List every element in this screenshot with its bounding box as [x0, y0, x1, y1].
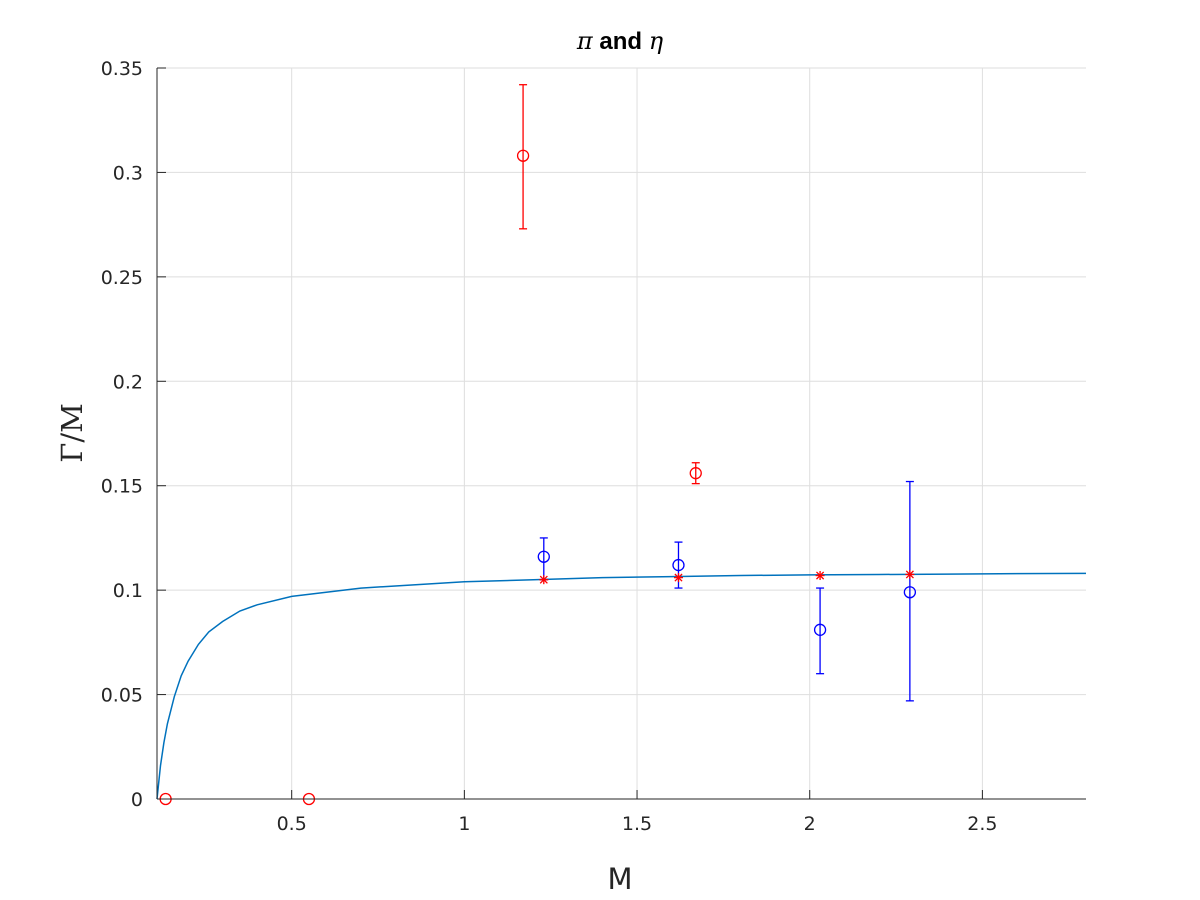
- data-point-circle: [903, 586, 917, 599]
- title-eta: η: [649, 27, 664, 55]
- grid: [157, 67, 1086, 800]
- error-bar: [691, 462, 700, 485]
- error-bar: [905, 480, 914, 702]
- data-point-circle: [689, 467, 702, 480]
- data-point-asterisk: [815, 571, 825, 581]
- asterisk-stroke: [816, 571, 825, 580]
- x-tick-label: 1: [458, 813, 470, 835]
- data-marks: [159, 84, 917, 806]
- y-tick-label: 0.3: [113, 162, 143, 184]
- fit-curve-layer: [156, 572, 1087, 800]
- y-tick-label: 0.15: [101, 476, 143, 498]
- error-bar: [519, 84, 528, 230]
- data-point-circle: [813, 623, 827, 636]
- y-tick-label: 0.2: [113, 371, 143, 393]
- x-tick-label: 2.5: [967, 813, 997, 835]
- y-tick-label: 0.35: [101, 58, 143, 80]
- y-tick-label: 0.25: [101, 267, 143, 289]
- data-point-circle: [537, 550, 550, 563]
- data-point-asterisk: [673, 573, 683, 583]
- asterisk-stroke: [905, 570, 914, 579]
- axes: [156, 67, 1086, 800]
- y-axis-label: Γ/M: [55, 403, 89, 463]
- data-point-circle: [672, 558, 685, 572]
- y-tick-label: 0: [131, 789, 143, 811]
- title-and: and: [593, 28, 649, 55]
- tick-labels: 0.5 1 1.5 2 2.5 0 0.05 0.1 0.15 0.2 0.25 0.3 0.35: [101, 58, 998, 835]
- data-point-asterisk: [539, 575, 549, 585]
- fit-curve: [156, 572, 1087, 800]
- x-tick-label: 2: [804, 813, 816, 835]
- asterisk-stroke: [539, 575, 548, 584]
- error-bar: [539, 537, 548, 581]
- asterisk-stroke: [674, 573, 683, 582]
- error-bar: [816, 587, 825, 675]
- chart-title: π and η: [576, 27, 664, 55]
- title-pi: π: [576, 27, 594, 55]
- x-tick-label: 1.5: [622, 813, 652, 835]
- x-tick-label: 0.5: [277, 813, 307, 835]
- y-tick-label: 0.05: [101, 685, 143, 707]
- data-point-asterisk: [905, 569, 915, 579]
- data-point-circle: [516, 149, 530, 162]
- x-axis-label: M: [607, 862, 632, 896]
- y-tick-label: 0.1: [113, 580, 143, 602]
